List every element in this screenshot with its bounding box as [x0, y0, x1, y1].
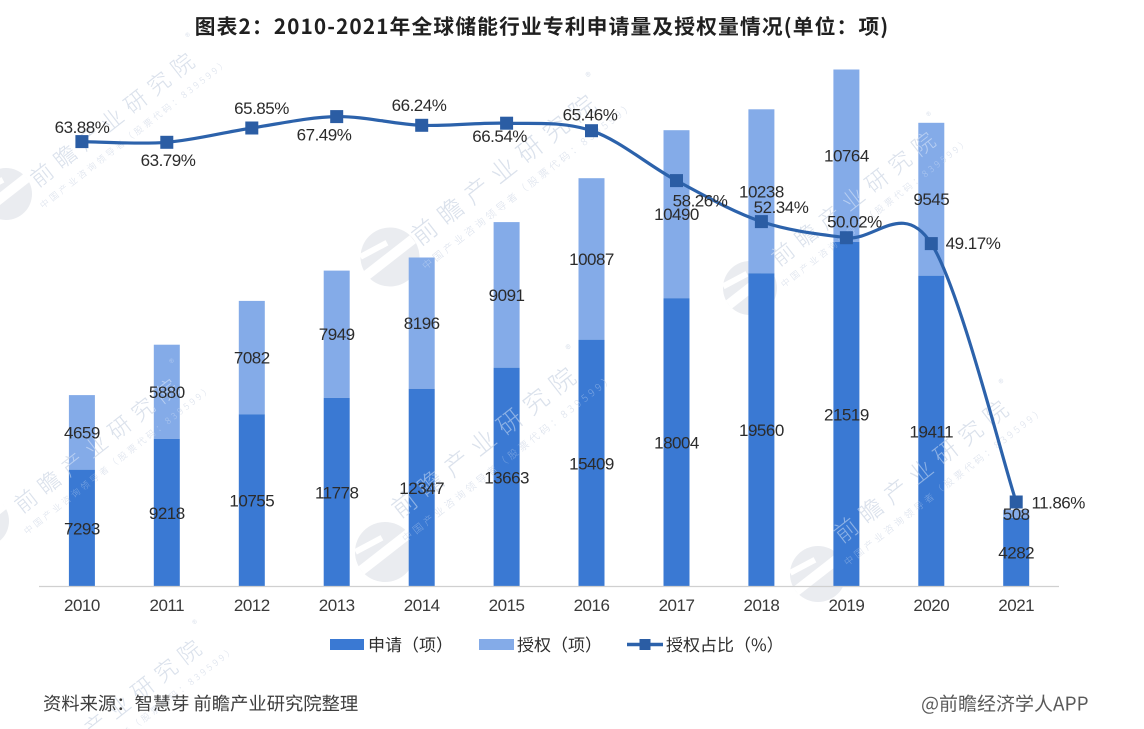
svg-text:65.46%: 65.46% [563, 105, 618, 124]
svg-text:63.88%: 63.88% [55, 118, 110, 137]
svg-text:65.85%: 65.85% [234, 99, 289, 118]
svg-text:66.24%: 66.24% [392, 96, 447, 115]
svg-text:2018: 2018 [743, 596, 779, 615]
svg-text:8196: 8196 [404, 314, 440, 333]
svg-text:15409: 15409 [569, 454, 614, 473]
svg-text:19411: 19411 [910, 422, 954, 441]
svg-text:66.54%: 66.54% [472, 127, 527, 146]
svg-text:10755: 10755 [229, 492, 274, 511]
svg-text:2019: 2019 [828, 596, 864, 615]
svg-text:19560: 19560 [739, 421, 784, 440]
svg-text:11.86%: 11.86% [1031, 494, 1085, 513]
svg-text:11778: 11778 [315, 483, 359, 502]
svg-text:2010: 2010 [64, 596, 100, 615]
svg-text:2016: 2016 [574, 596, 610, 615]
svg-text:5880: 5880 [149, 383, 185, 402]
svg-text:67.49%: 67.49% [297, 125, 352, 144]
svg-text:2021: 2021 [998, 596, 1034, 615]
svg-text:52.34%: 52.34% [754, 198, 809, 217]
svg-text:2020: 2020 [913, 596, 949, 615]
svg-text:2011: 2011 [150, 596, 185, 615]
svg-text:7082: 7082 [234, 349, 270, 368]
svg-text:9218: 9218 [149, 504, 185, 523]
svg-text:508: 508 [1003, 505, 1030, 524]
svg-text:58.26%: 58.26% [673, 192, 728, 211]
svg-text:18004: 18004 [654, 434, 699, 453]
svg-text:13663: 13663 [484, 468, 529, 487]
svg-text:10490: 10490 [654, 205, 699, 224]
svg-text:2013: 2013 [319, 596, 355, 615]
svg-text:50.02%: 50.02% [827, 213, 882, 232]
svg-text:7293: 7293 [64, 519, 100, 538]
svg-text:21519: 21519 [824, 405, 869, 424]
svg-text:12347: 12347 [399, 479, 444, 498]
svg-text:2017: 2017 [659, 596, 695, 615]
svg-text:49.17%: 49.17% [946, 234, 1001, 253]
svg-text:9545: 9545 [913, 190, 949, 209]
svg-text:2015: 2015 [489, 596, 525, 615]
svg-text:10238: 10238 [739, 182, 784, 201]
svg-text:4659: 4659 [64, 423, 100, 442]
svg-text:63.79%: 63.79% [141, 151, 196, 170]
svg-text:9091: 9091 [489, 286, 525, 305]
svg-text:7949: 7949 [319, 325, 355, 344]
svg-text:10764: 10764 [824, 147, 869, 166]
svg-text:10087: 10087 [569, 250, 614, 269]
svg-text:4282: 4282 [998, 544, 1034, 563]
svg-text:2012: 2012 [234, 596, 270, 615]
svg-text:2014: 2014 [404, 596, 440, 615]
